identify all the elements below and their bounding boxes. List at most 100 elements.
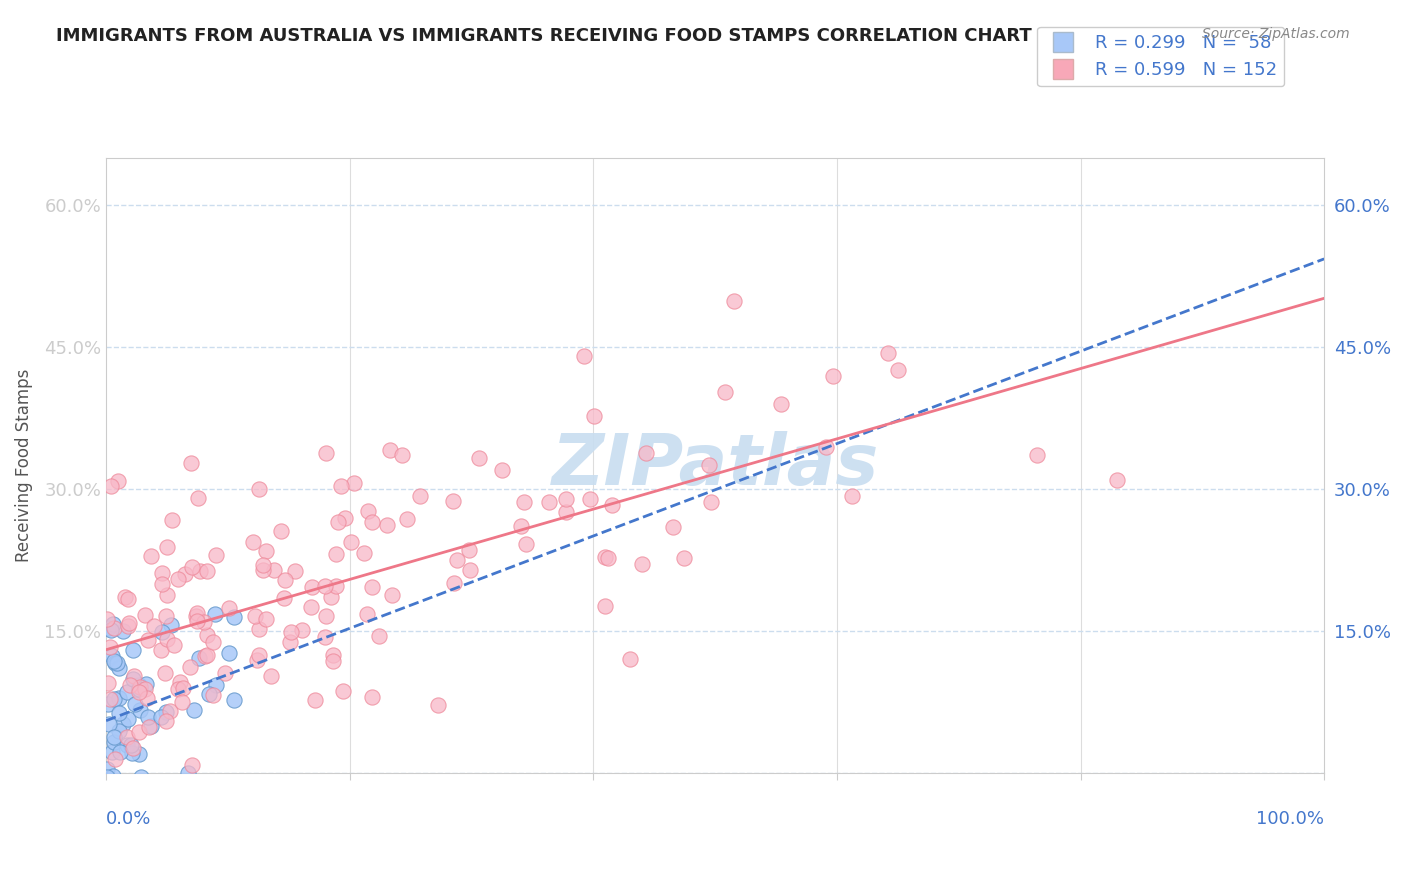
Point	[156, 588, 179, 602]
Point	[353, 546, 375, 560]
Point	[159, 704, 181, 718]
Text: 100.0%: 100.0%	[1256, 810, 1324, 828]
Point	[172, 681, 194, 696]
Point	[333, 510, 356, 524]
Point	[426, 698, 449, 712]
Point	[278, 634, 301, 648]
Point	[218, 600, 240, 615]
Point	[105, 656, 128, 670]
Point	[619, 651, 641, 665]
Point	[314, 579, 336, 593]
Point	[135, 690, 157, 705]
Point	[224, 609, 246, 624]
Point	[128, 725, 150, 739]
Point	[135, 676, 157, 690]
Point	[332, 684, 354, 698]
Point	[512, 495, 534, 509]
Point	[128, 681, 150, 695]
Point	[361, 690, 384, 704]
Point	[284, 564, 307, 578]
Point	[460, 563, 482, 577]
Point	[322, 654, 344, 668]
Point	[204, 548, 226, 562]
Point	[117, 615, 139, 630]
Point	[115, 730, 138, 744]
Point	[129, 770, 152, 784]
Point	[128, 678, 150, 692]
Point	[166, 572, 188, 586]
Point	[841, 490, 863, 504]
Point	[593, 550, 616, 565]
Point	[142, 619, 165, 633]
Point	[273, 591, 295, 605]
Point	[662, 519, 685, 533]
Point	[636, 446, 658, 460]
Point	[181, 559, 204, 574]
Point	[128, 682, 150, 697]
Point	[129, 703, 152, 717]
Point	[155, 705, 177, 719]
Point	[107, 724, 129, 739]
Point	[218, 646, 240, 660]
Point	[325, 547, 347, 561]
Text: IMMIGRANTS FROM AUSTRALIA VS IMMIGRANTS RECEIVING FOOD STAMPS CORRELATION CHART: IMMIGRANTS FROM AUSTRALIA VS IMMIGRANTS …	[56, 27, 1032, 45]
Legend: R = 0.299   N =  58, R = 0.599   N = 152: R = 0.299 N = 58, R = 0.599 N = 152	[1038, 27, 1285, 87]
Point	[160, 618, 183, 632]
Point	[104, 752, 127, 766]
Point	[160, 512, 183, 526]
Point	[315, 446, 337, 460]
Point	[301, 580, 323, 594]
Y-axis label: Receiving Food Stamps: Receiving Food Stamps	[15, 368, 32, 562]
Point	[115, 739, 138, 753]
Point	[180, 456, 202, 470]
Point	[186, 614, 208, 628]
Point	[467, 450, 489, 465]
Point	[104, 656, 127, 670]
Point	[697, 458, 720, 472]
Point	[443, 575, 465, 590]
Point	[179, 659, 201, 673]
Point	[391, 448, 413, 462]
Point	[700, 495, 723, 509]
Text: Source: ZipAtlas.com: Source: ZipAtlas.com	[1202, 27, 1350, 41]
Point	[242, 535, 264, 549]
Point	[122, 642, 145, 657]
Point	[97, 676, 120, 690]
Point	[122, 669, 145, 683]
Point	[555, 505, 578, 519]
Point	[186, 608, 208, 623]
Point	[177, 766, 200, 780]
Point	[256, 544, 278, 558]
Point	[103, 654, 125, 668]
Point	[100, 624, 122, 638]
Point	[491, 463, 513, 477]
Point	[96, 770, 118, 784]
Point	[263, 563, 285, 577]
Point	[98, 795, 121, 809]
Point	[395, 512, 418, 526]
Point	[193, 615, 215, 629]
Point	[98, 717, 121, 731]
Point	[713, 384, 735, 399]
Point	[247, 622, 270, 636]
Point	[330, 479, 353, 493]
Point	[136, 632, 159, 647]
Point	[458, 542, 481, 557]
Point	[186, 607, 208, 621]
Point	[121, 740, 143, 755]
Point	[672, 551, 695, 566]
Point	[583, 409, 606, 423]
Point	[107, 474, 129, 488]
Point	[167, 681, 190, 696]
Point	[98, 692, 121, 706]
Point	[195, 648, 218, 663]
Point	[357, 504, 380, 518]
Point	[343, 476, 366, 491]
Point	[814, 440, 837, 454]
Point	[574, 349, 596, 363]
Point	[325, 579, 347, 593]
Point	[579, 491, 602, 506]
Point	[156, 632, 179, 646]
Point	[537, 495, 560, 509]
Point	[155, 609, 177, 624]
